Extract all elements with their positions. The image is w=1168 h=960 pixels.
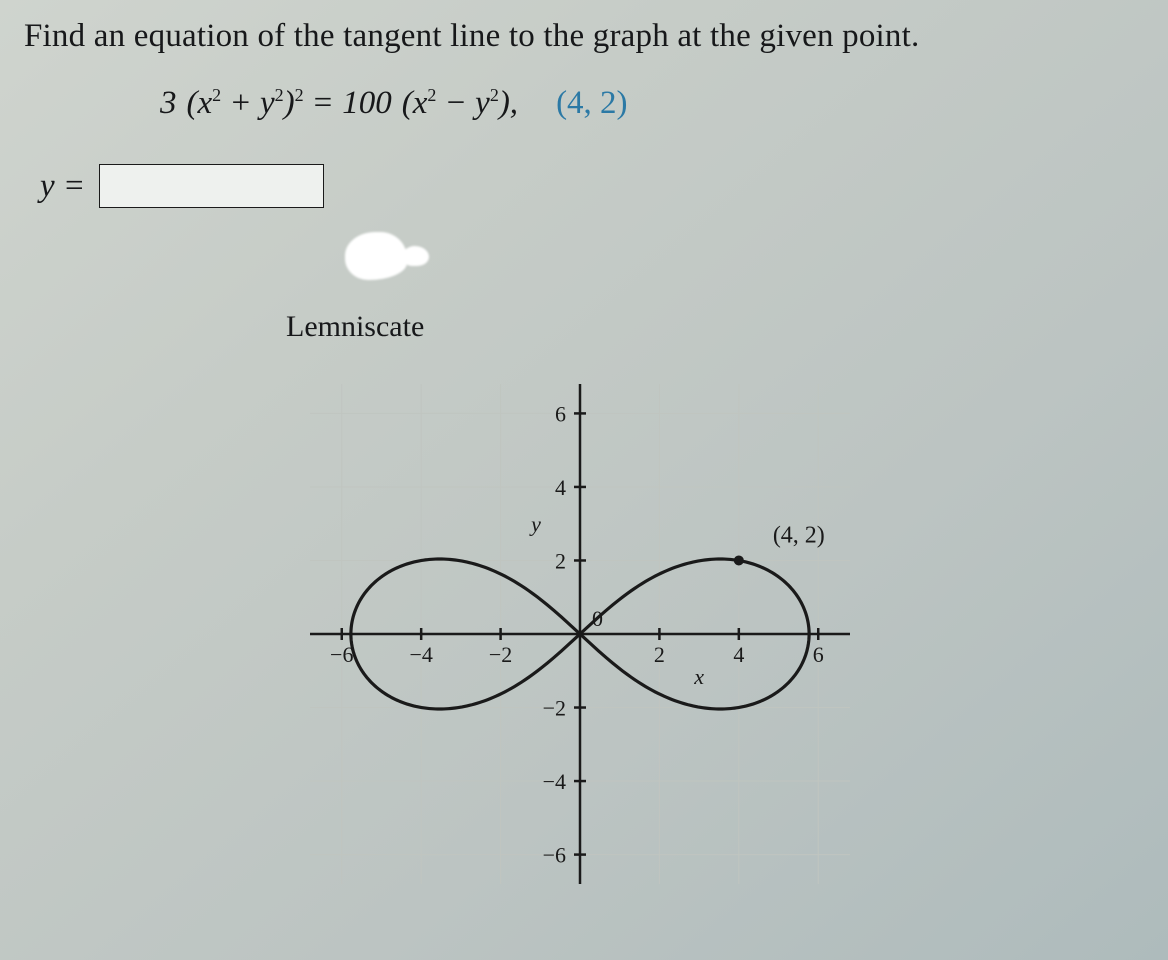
answer-input[interactable] (99, 164, 324, 208)
svg-text:(4, 2): (4, 2) (773, 522, 825, 548)
svg-text:4: 4 (733, 642, 744, 667)
svg-text:2: 2 (654, 642, 665, 667)
equation-rhs-coef: 100 (342, 85, 392, 122)
svg-text:−6: −6 (543, 843, 566, 868)
equation: 3 (x2 + y2)2 = 100 (x2 − y2), (4, 2) (20, 85, 1148, 122)
svg-text:−6: −6 (330, 642, 353, 667)
svg-text:x: x (693, 664, 704, 689)
lemniscate-figure: Lemniscate −6−4−2246−6−4−22460xy(4, 2) (280, 310, 900, 914)
lemniscate-chart: −6−4−2246−6−4−22460xy(4, 2) (280, 354, 880, 914)
svg-text:−4: −4 (543, 769, 566, 794)
equation-rhs-paren: (x2 − y2), (402, 85, 518, 122)
svg-text:2: 2 (555, 548, 566, 573)
equation-lhs-coef: 3 (160, 85, 177, 122)
chart-title: Lemniscate (280, 310, 900, 344)
question-prompt: Find an equation of the tangent line to … (20, 18, 1148, 55)
svg-text:6: 6 (555, 401, 566, 426)
svg-text:6: 6 (813, 642, 824, 667)
given-point: (4, 2) (556, 85, 627, 122)
svg-text:4: 4 (555, 475, 566, 500)
svg-text:−2: −2 (543, 696, 566, 721)
answer-row: y = (20, 164, 1148, 208)
white-smudge (345, 232, 407, 280)
equation-mid: (x2 + y2)2 (187, 85, 304, 122)
answer-lhs: y = (40, 168, 85, 205)
equation-equals: = (314, 85, 333, 122)
svg-text:y: y (529, 512, 541, 537)
svg-text:−4: −4 (409, 642, 432, 667)
svg-text:−2: −2 (489, 642, 512, 667)
